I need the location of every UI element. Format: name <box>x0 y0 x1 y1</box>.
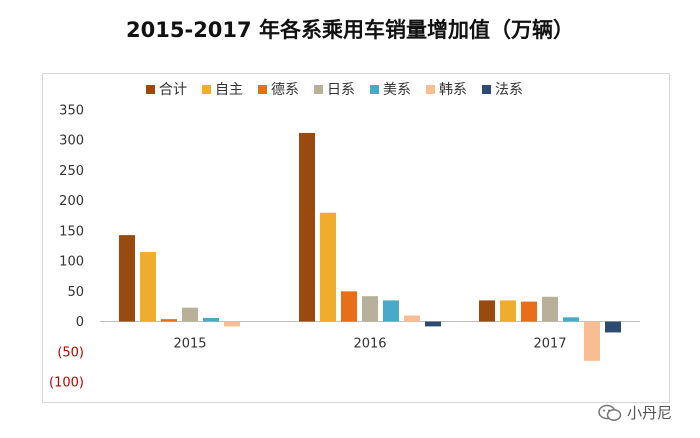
y-tick-label: (100) <box>49 376 84 391</box>
bar-2017-日系 <box>542 296 558 322</box>
y-tick-label: 150 <box>59 224 84 239</box>
bar-2017-韩系 <box>584 321 600 361</box>
bar-2015-合计 <box>119 235 135 322</box>
bar-2016-日系 <box>362 296 378 322</box>
legend-swatch-日系 <box>314 85 323 94</box>
y-tick-label: 350 <box>59 104 84 119</box>
watermark-text: 小丹尼 <box>627 404 673 422</box>
y-tick-label: 50 <box>67 285 84 300</box>
bar-2016-韩系 <box>404 315 420 322</box>
y-tick-label: (50) <box>57 345 84 360</box>
wechat-icon <box>598 404 622 421</box>
y-tick-label: 100 <box>59 255 84 270</box>
bar-2015-自主 <box>140 252 156 322</box>
bar-2015-美系 <box>203 317 219 322</box>
bar-2016-法系 <box>425 321 441 327</box>
bar-2016-德系 <box>341 291 357 322</box>
legend-swatch-韩系 <box>426 85 435 94</box>
bar-2016-美系 <box>383 300 399 322</box>
chart-title: 2015-2017 年各系乘用车销量增加值（万辆） <box>126 18 574 42</box>
bar-2017-自主 <box>500 300 516 322</box>
legend-swatch-美系 <box>370 85 379 94</box>
legend-label-韩系: 韩系 <box>439 82 467 98</box>
bar-2017-法系 <box>605 321 621 333</box>
bar-2016-合计 <box>299 132 315 322</box>
legend-swatch-德系 <box>258 85 267 94</box>
legend-swatch-法系 <box>482 85 491 94</box>
x-tick-label: 2016 <box>353 337 386 352</box>
y-tick-label: 300 <box>59 134 84 149</box>
bar-2015-日系 <box>182 307 198 322</box>
legend-label-合计: 合计 <box>159 82 187 98</box>
bar-2015-德系 <box>161 319 177 322</box>
y-tick-label: 0 <box>76 315 84 330</box>
bar-2015-韩系 <box>224 321 240 327</box>
x-tick-label: 2017 <box>533 337 566 352</box>
legend-label-德系: 德系 <box>271 82 299 98</box>
legend-label-美系: 美系 <box>383 82 411 98</box>
bar-2017-美系 <box>563 317 579 322</box>
legend-label-法系: 法系 <box>495 82 523 98</box>
legend-swatch-合计 <box>146 85 155 94</box>
bar-2016-自主 <box>320 212 336 322</box>
y-tick-label: 200 <box>59 194 84 209</box>
legend-label-日系: 日系 <box>327 82 355 98</box>
bar-2017-合计 <box>479 300 495 322</box>
chart-frame <box>42 73 670 403</box>
x-tick-label: 2015 <box>173 337 206 352</box>
watermark: 小丹尼 <box>598 402 672 423</box>
bar-2017-德系 <box>521 301 537 322</box>
y-tick-label: 250 <box>59 164 84 179</box>
legend-swatch-自主 <box>202 85 211 94</box>
legend-label-自主: 自主 <box>215 82 243 98</box>
